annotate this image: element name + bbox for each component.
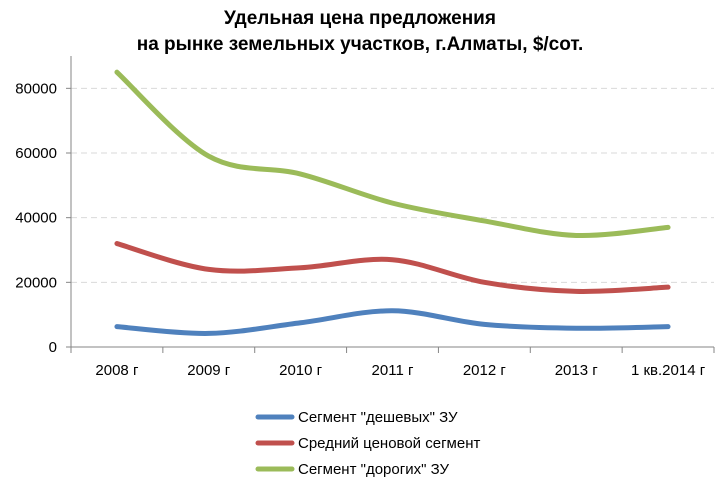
chart-title-line-1: Удельная цена предложения bbox=[224, 8, 496, 29]
gridlines bbox=[71, 87, 714, 283]
x-axis-tick-labels: 2008 г 2009 г 2010 г 2011 г 2012 г 2013 г 1 кв… bbox=[95, 362, 705, 379]
y-tick-label: 60000 bbox=[15, 145, 57, 162]
y-tick-label: 40000 bbox=[15, 210, 57, 227]
axes bbox=[66, 56, 715, 353]
x-tick-label: 2012 г bbox=[463, 362, 507, 379]
x-tick-label: 2011 г bbox=[372, 362, 414, 379]
y-axis-tick-labels: 0 20000 40000 60000 80000 bbox=[15, 80, 57, 356]
y-tick-label: 0 bbox=[49, 339, 57, 356]
series-line-3 bbox=[114, 69, 671, 239]
chart-title-line-2: на рынке земельных участков, г.Алматы, $… bbox=[137, 34, 584, 55]
y-tick-label: 80000 bbox=[15, 80, 57, 97]
series-line-1 bbox=[114, 308, 671, 336]
x-tick-label: 1 кв.2014 г bbox=[631, 362, 706, 379]
series-lines bbox=[114, 69, 671, 336]
x-tick-label: 2013 г bbox=[555, 362, 599, 379]
x-tick-label: 2008 г bbox=[95, 362, 139, 379]
legend-label: Сегмент "дешевых" ЗУ bbox=[298, 409, 458, 426]
y-tick-label: 20000 bbox=[15, 274, 57, 291]
legend-label: Сегмент "дорогих" ЗУ bbox=[298, 461, 449, 478]
legend: Сегмент "дешевых" ЗУ Средний ценовой сегм… bbox=[255, 409, 480, 478]
legend-label: Средний ценовой сегмент bbox=[298, 435, 480, 452]
x-tick-label: 2009 г bbox=[187, 362, 231, 379]
series-line-2 bbox=[114, 241, 671, 294]
x-tick-label: 2010 г bbox=[279, 362, 323, 379]
